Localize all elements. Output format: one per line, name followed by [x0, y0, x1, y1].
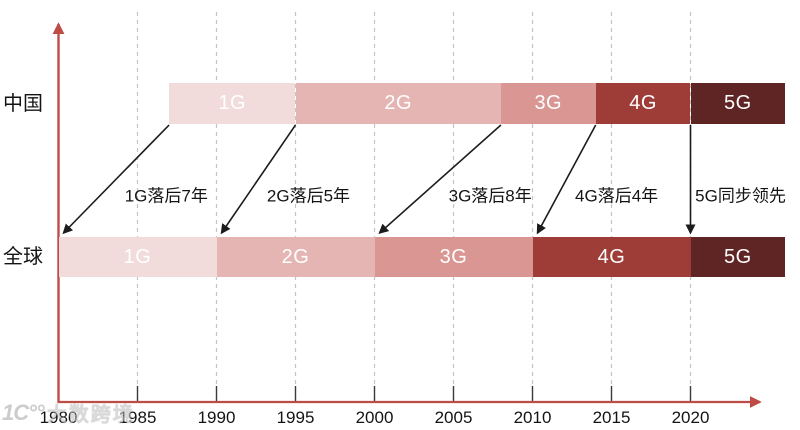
bar-segment-1g: 1G [169, 83, 296, 124]
bar-segment-5g: 5G [690, 83, 786, 124]
year-label: 2000 [355, 408, 394, 427]
year-label: 1985 [118, 408, 157, 427]
lag-label: 5G同步领先 [695, 186, 786, 206]
year-label: 2015 [592, 408, 631, 427]
year-label: 2020 [671, 408, 710, 427]
lag-label: 2G落后5年 [266, 186, 351, 206]
bar-segment-2g: 2G [295, 83, 501, 124]
year-label: 2005 [434, 408, 473, 427]
lag-arrow [62, 124, 170, 235]
lag-label: 3G落后8年 [448, 186, 532, 206]
bar-segment-4g: 4G [532, 237, 691, 277]
lag-arrow [220, 124, 297, 235]
bar-segment-2g: 2G [216, 237, 375, 277]
lag-arrow [536, 124, 597, 235]
lag-label: 4G落后4年 [575, 186, 659, 206]
bar-segment-4g: 4G [595, 83, 691, 124]
lag-arrow [378, 124, 502, 234]
bar-segment-3g: 3G [500, 83, 596, 124]
lag-label: 1G落后7年 [124, 186, 208, 206]
year-label: 2010 [513, 408, 552, 427]
bar-segment-1g: 1G [58, 237, 217, 277]
bar-segment-3g: 3G [374, 237, 533, 277]
year-label: 1990 [197, 408, 236, 427]
year-label: 1995 [276, 408, 315, 427]
bar-segment-5g: 5G [690, 237, 786, 277]
year-label: 1980 [39, 408, 78, 427]
row-label-china: 中国 [3, 92, 43, 115]
row-label-global: 全球 [3, 246, 43, 268]
